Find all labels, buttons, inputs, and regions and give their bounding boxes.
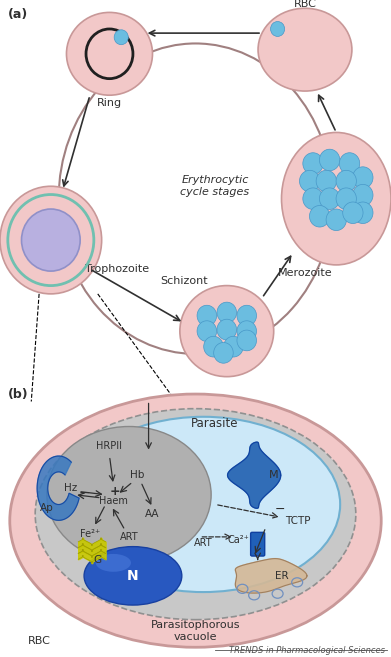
Circle shape: [204, 336, 223, 357]
Circle shape: [343, 202, 363, 223]
Ellipse shape: [10, 394, 381, 647]
Circle shape: [353, 167, 373, 189]
Circle shape: [237, 330, 256, 351]
Ellipse shape: [258, 9, 352, 91]
Circle shape: [47, 426, 211, 563]
Ellipse shape: [282, 133, 391, 265]
Text: (a): (a): [8, 9, 28, 21]
Text: TRENDS in Pharmacological Sciences: TRENDS in Pharmacological Sciences: [229, 646, 385, 656]
Text: Hb: Hb: [130, 470, 144, 480]
Text: HRPII: HRPII: [97, 441, 122, 451]
Ellipse shape: [66, 12, 152, 95]
Circle shape: [316, 170, 336, 192]
Circle shape: [326, 209, 346, 231]
Circle shape: [339, 152, 360, 174]
Text: Fe²⁺: Fe²⁺: [80, 529, 100, 539]
Text: M: M: [269, 470, 278, 480]
Text: ER: ER: [275, 571, 288, 581]
Circle shape: [237, 306, 256, 326]
Text: G: G: [94, 555, 102, 564]
Circle shape: [22, 209, 80, 271]
Text: Ap: Ap: [40, 503, 54, 512]
Ellipse shape: [96, 554, 131, 572]
Circle shape: [319, 188, 340, 210]
Text: ART: ART: [120, 532, 138, 542]
Text: Merozoite: Merozoite: [278, 268, 332, 278]
Text: −: −: [274, 503, 285, 516]
Text: Haem: Haem: [99, 496, 128, 506]
Text: TCTP: TCTP: [285, 516, 311, 526]
Circle shape: [197, 306, 217, 326]
Text: N: N: [127, 569, 139, 583]
Circle shape: [197, 321, 217, 342]
Ellipse shape: [0, 187, 102, 294]
Circle shape: [224, 336, 243, 357]
Ellipse shape: [66, 417, 340, 592]
Circle shape: [336, 188, 357, 210]
FancyBboxPatch shape: [251, 532, 265, 556]
Text: Parasitophorous
vacuole: Parasitophorous vacuole: [151, 620, 240, 642]
Circle shape: [336, 170, 357, 192]
Text: Hz: Hz: [64, 483, 77, 493]
Text: RBC: RBC: [294, 0, 316, 9]
Ellipse shape: [84, 547, 182, 605]
Circle shape: [217, 302, 237, 323]
Text: Parasite: Parasite: [191, 417, 239, 430]
Circle shape: [303, 152, 323, 174]
Ellipse shape: [180, 286, 274, 376]
Text: AA: AA: [145, 509, 160, 519]
Circle shape: [217, 319, 237, 340]
Circle shape: [300, 170, 320, 192]
Text: −: −: [78, 486, 90, 500]
Text: Ring: Ring: [97, 99, 122, 108]
Polygon shape: [228, 442, 281, 509]
Text: Trophozoite: Trophozoite: [85, 264, 149, 274]
Text: Erythrocytic
cycle stages: Erythrocytic cycle stages: [181, 175, 249, 197]
Circle shape: [303, 188, 323, 210]
Circle shape: [353, 185, 373, 206]
Circle shape: [214, 342, 233, 363]
Polygon shape: [235, 558, 307, 593]
Circle shape: [353, 202, 373, 223]
Text: Schizont: Schizont: [160, 277, 208, 286]
Text: RBC: RBC: [28, 636, 50, 646]
Text: +: +: [110, 485, 121, 498]
Text: (b): (b): [8, 388, 29, 401]
Circle shape: [114, 30, 128, 45]
Circle shape: [310, 206, 330, 227]
Circle shape: [237, 321, 256, 342]
Circle shape: [271, 22, 285, 36]
Text: ART: ART: [194, 538, 213, 549]
Ellipse shape: [35, 409, 356, 620]
Text: Ca²⁺: Ca²⁺: [228, 535, 249, 545]
Circle shape: [319, 149, 340, 171]
Polygon shape: [37, 456, 79, 520]
